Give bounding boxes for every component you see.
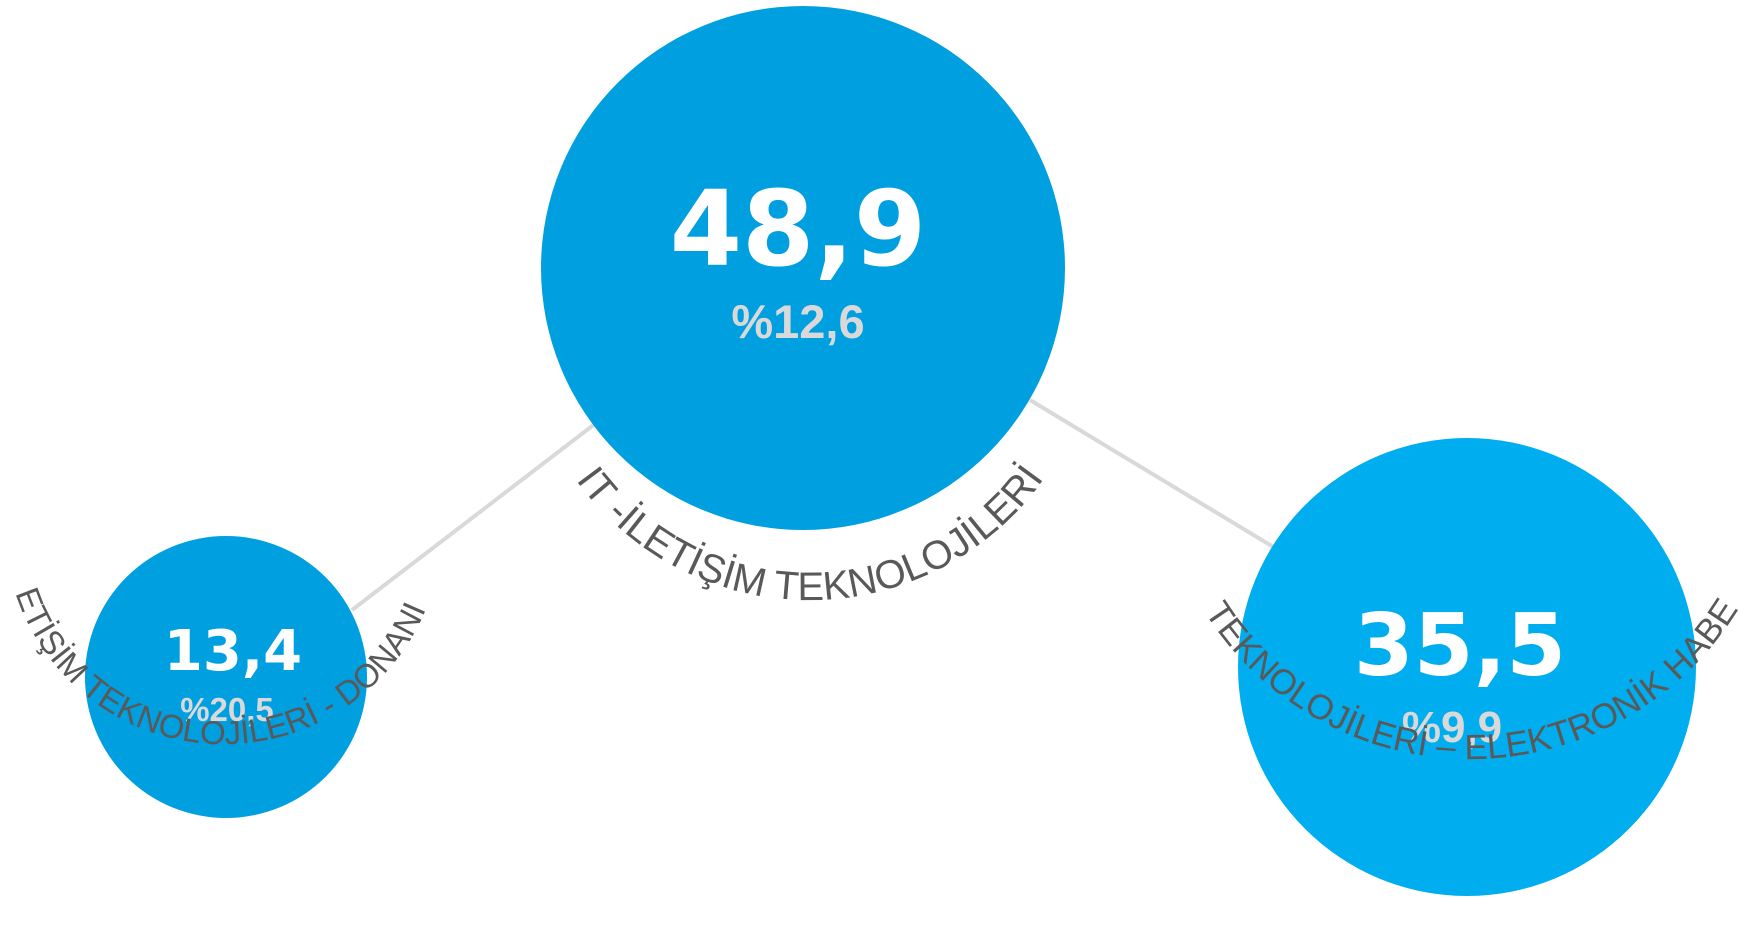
connector-left bbox=[350, 418, 602, 612]
node-left-value: 13,4 bbox=[164, 619, 302, 684]
node-main-circle bbox=[541, 6, 1065, 530]
node-main-percent: %12,6 bbox=[731, 295, 864, 348]
node-right-percent: %9,9 bbox=[1402, 703, 1502, 752]
node-left-circle bbox=[85, 536, 367, 818]
node-main: 48,9 %12,6 bbox=[541, 6, 1065, 530]
node-right-value: 35,5 bbox=[1354, 596, 1566, 696]
node-main-value: 48,9 bbox=[670, 168, 927, 290]
connector-right bbox=[1028, 398, 1277, 550]
node-left-percent: %20,5 bbox=[180, 691, 274, 728]
node-right-circle bbox=[1238, 438, 1696, 896]
node-right: 35,5 %9,9 bbox=[1238, 438, 1696, 896]
node-left: 13,4 %20,5 bbox=[85, 536, 367, 818]
